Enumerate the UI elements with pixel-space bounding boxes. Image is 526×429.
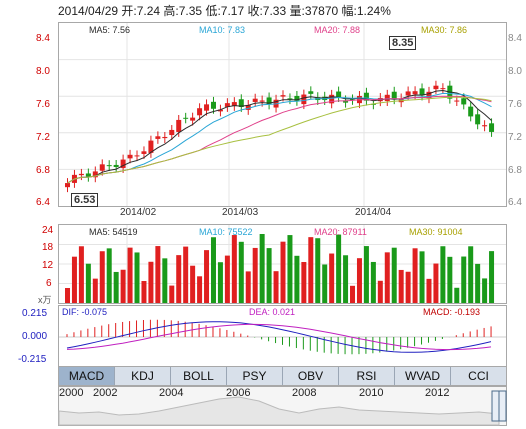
volume-tick: 12 bbox=[42, 260, 54, 271]
tab-kdj[interactable]: KDJ bbox=[115, 367, 171, 385]
price-tick-right: 7.6 bbox=[508, 99, 522, 110]
price-tick-left: 6.4 bbox=[36, 197, 50, 208]
price-tick-left: 7.6 bbox=[36, 99, 50, 110]
macd-value-label: MACD: -0.193 bbox=[423, 307, 481, 317]
volume-unit: x万 bbox=[38, 295, 52, 305]
price-tick-left: 7.2 bbox=[36, 132, 50, 143]
price-tick-right: 6.8 bbox=[508, 165, 522, 176]
price-ma5-label: MA5: 7.56 bbox=[89, 25, 131, 35]
date-tick: 2014/03 bbox=[222, 207, 259, 218]
high-price-callout: 8.35 bbox=[389, 36, 417, 50]
price-chart-panel[interactable]: MA5: 7.56 MA10: 7.83 MA20: 7.88 MA30: 7.… bbox=[58, 22, 507, 207]
year-label: 2002 bbox=[93, 387, 118, 399]
price-tick-right: 7.2 bbox=[508, 132, 522, 143]
tab-macd[interactable]: MACD bbox=[59, 367, 115, 385]
price-tick-right: 8.0 bbox=[508, 66, 522, 77]
indicator-tabs: MACD KDJ BOLL PSY OBV RSI WVAD CCI bbox=[58, 366, 507, 386]
price-tick-left: 6.8 bbox=[36, 165, 50, 176]
price-tick-right: 6.4 bbox=[508, 197, 522, 208]
macd-tick: 0.215 bbox=[22, 308, 48, 319]
year-label: 2004 bbox=[159, 387, 184, 399]
volume-ma20-label: MA20: 87911 bbox=[314, 227, 367, 237]
volume-tick: 6 bbox=[46, 278, 52, 289]
macd-tick: -0.215 bbox=[18, 354, 47, 365]
volume-chart bbox=[59, 225, 506, 303]
macd-chart bbox=[59, 319, 506, 355]
price-chart bbox=[59, 23, 506, 206]
tab-boll[interactable]: BOLL bbox=[171, 367, 227, 385]
price-ma10-label: MA10: 7.83 bbox=[199, 25, 246, 35]
tab-obv[interactable]: OBV bbox=[283, 367, 339, 385]
tab-psy[interactable]: PSY bbox=[227, 367, 283, 385]
year-label: 2000 bbox=[59, 387, 84, 399]
volume-chart-panel[interactable]: MA5: 54519 MA10: 75522 MA20: 87911 MA30:… bbox=[58, 224, 507, 304]
macd-dea-label: DEA: 0.021 bbox=[249, 307, 296, 317]
tab-wvad[interactable]: WVAD bbox=[395, 367, 451, 385]
quote-summary: 2014/04/29 开:7.24 高:7.35 低:7.17 收:7.33 量… bbox=[58, 4, 391, 18]
tab-rsi[interactable]: RSI bbox=[339, 367, 395, 385]
date-tick: 2014/04 bbox=[355, 207, 392, 218]
macd-dif-label: DIF: -0.075 bbox=[62, 307, 108, 317]
volume-ma5-label: MA5: 54519 bbox=[89, 227, 138, 237]
timeline-navigator[interactable]: 2000 2002 2004 2006 2008 2010 2012 bbox=[58, 386, 507, 426]
volume-ma10-label: MA10: 75522 bbox=[199, 227, 253, 237]
date-tick: 2014/02 bbox=[120, 207, 157, 218]
volume-tick: 24 bbox=[42, 225, 54, 236]
navigator-overview bbox=[58, 390, 507, 426]
price-tick-right: 8.4 bbox=[508, 33, 522, 44]
year-label: 2006 bbox=[226, 387, 251, 399]
macd-chart-panel[interactable]: DIF: -0.075 DEA: 0.021 MACD: -0.193 bbox=[58, 305, 507, 369]
tab-cci[interactable]: CCI bbox=[468, 369, 489, 383]
volume-tick: 18 bbox=[42, 242, 54, 253]
price-ma20-label: MA20: 7.88 bbox=[314, 25, 361, 35]
year-label: 2010 bbox=[359, 387, 384, 399]
year-label: 2012 bbox=[425, 387, 450, 399]
macd-tick: 0.000 bbox=[22, 331, 48, 342]
price-tick-left: 8.0 bbox=[36, 66, 50, 77]
low-price-callout: 6.53 bbox=[71, 193, 99, 207]
price-tick-left: 8.4 bbox=[36, 33, 50, 44]
volume-ma30-label: MA30: 91004 bbox=[409, 227, 463, 237]
price-ma30-label: MA30: 7.86 bbox=[421, 25, 468, 35]
year-label: 2008 bbox=[292, 387, 317, 399]
